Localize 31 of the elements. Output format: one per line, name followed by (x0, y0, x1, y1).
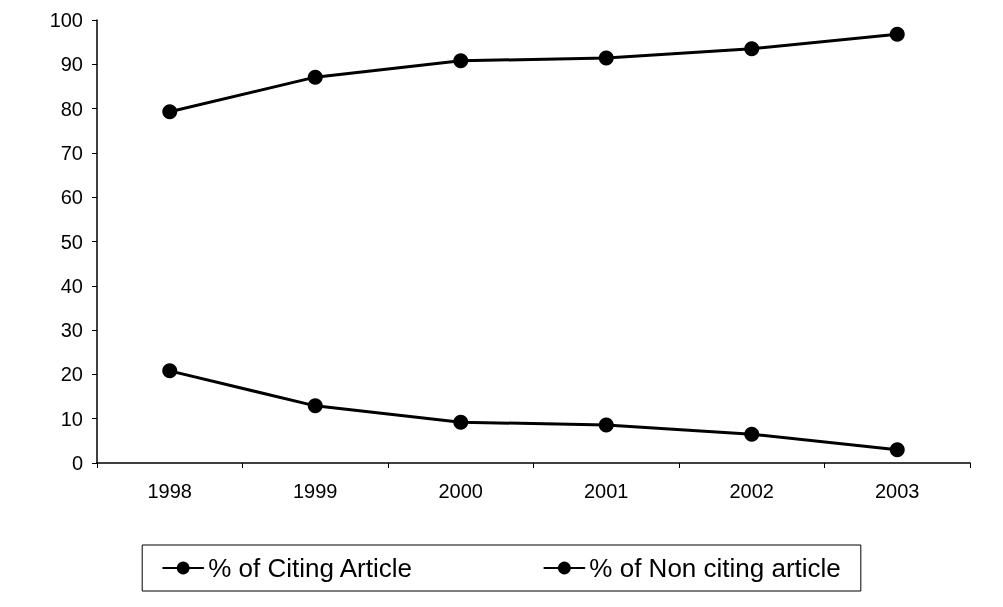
x-tick-label: 1999 (293, 480, 338, 502)
point (162, 363, 178, 379)
x-tick-label: 1998 (147, 480, 192, 502)
point (889, 442, 905, 458)
point (744, 41, 760, 57)
x-tick-label: 2002 (729, 480, 774, 502)
y-tick-label: 70 (60, 141, 83, 164)
point (453, 414, 469, 430)
legend-label: % of Non citing article (589, 553, 841, 583)
y-tick-label: 60 (60, 186, 83, 209)
x-tick-label: 2001 (584, 480, 629, 502)
y-tick-label: 90 (60, 53, 83, 76)
y-tick-label: 20 (60, 363, 83, 386)
y-tick-label: 30 (60, 319, 83, 342)
y-tick-label: 0 (71, 452, 83, 474)
y-tick-label: 80 (60, 97, 83, 120)
y-tick-label: 50 (60, 230, 83, 253)
point (307, 69, 323, 85)
point (162, 104, 178, 120)
legend-label: % of Citing Article (208, 553, 412, 583)
x-tick-label: 2003 (875, 480, 920, 502)
y-tick-label: 40 (60, 274, 83, 297)
point (744, 426, 760, 442)
point (889, 26, 905, 42)
point (598, 417, 614, 433)
y-tick-label: 10 (60, 407, 83, 430)
x-tick-label: 2000 (438, 480, 483, 502)
point (307, 398, 323, 414)
y-tick-label: 100 (49, 9, 83, 31)
point (598, 50, 614, 66)
point (453, 53, 469, 69)
